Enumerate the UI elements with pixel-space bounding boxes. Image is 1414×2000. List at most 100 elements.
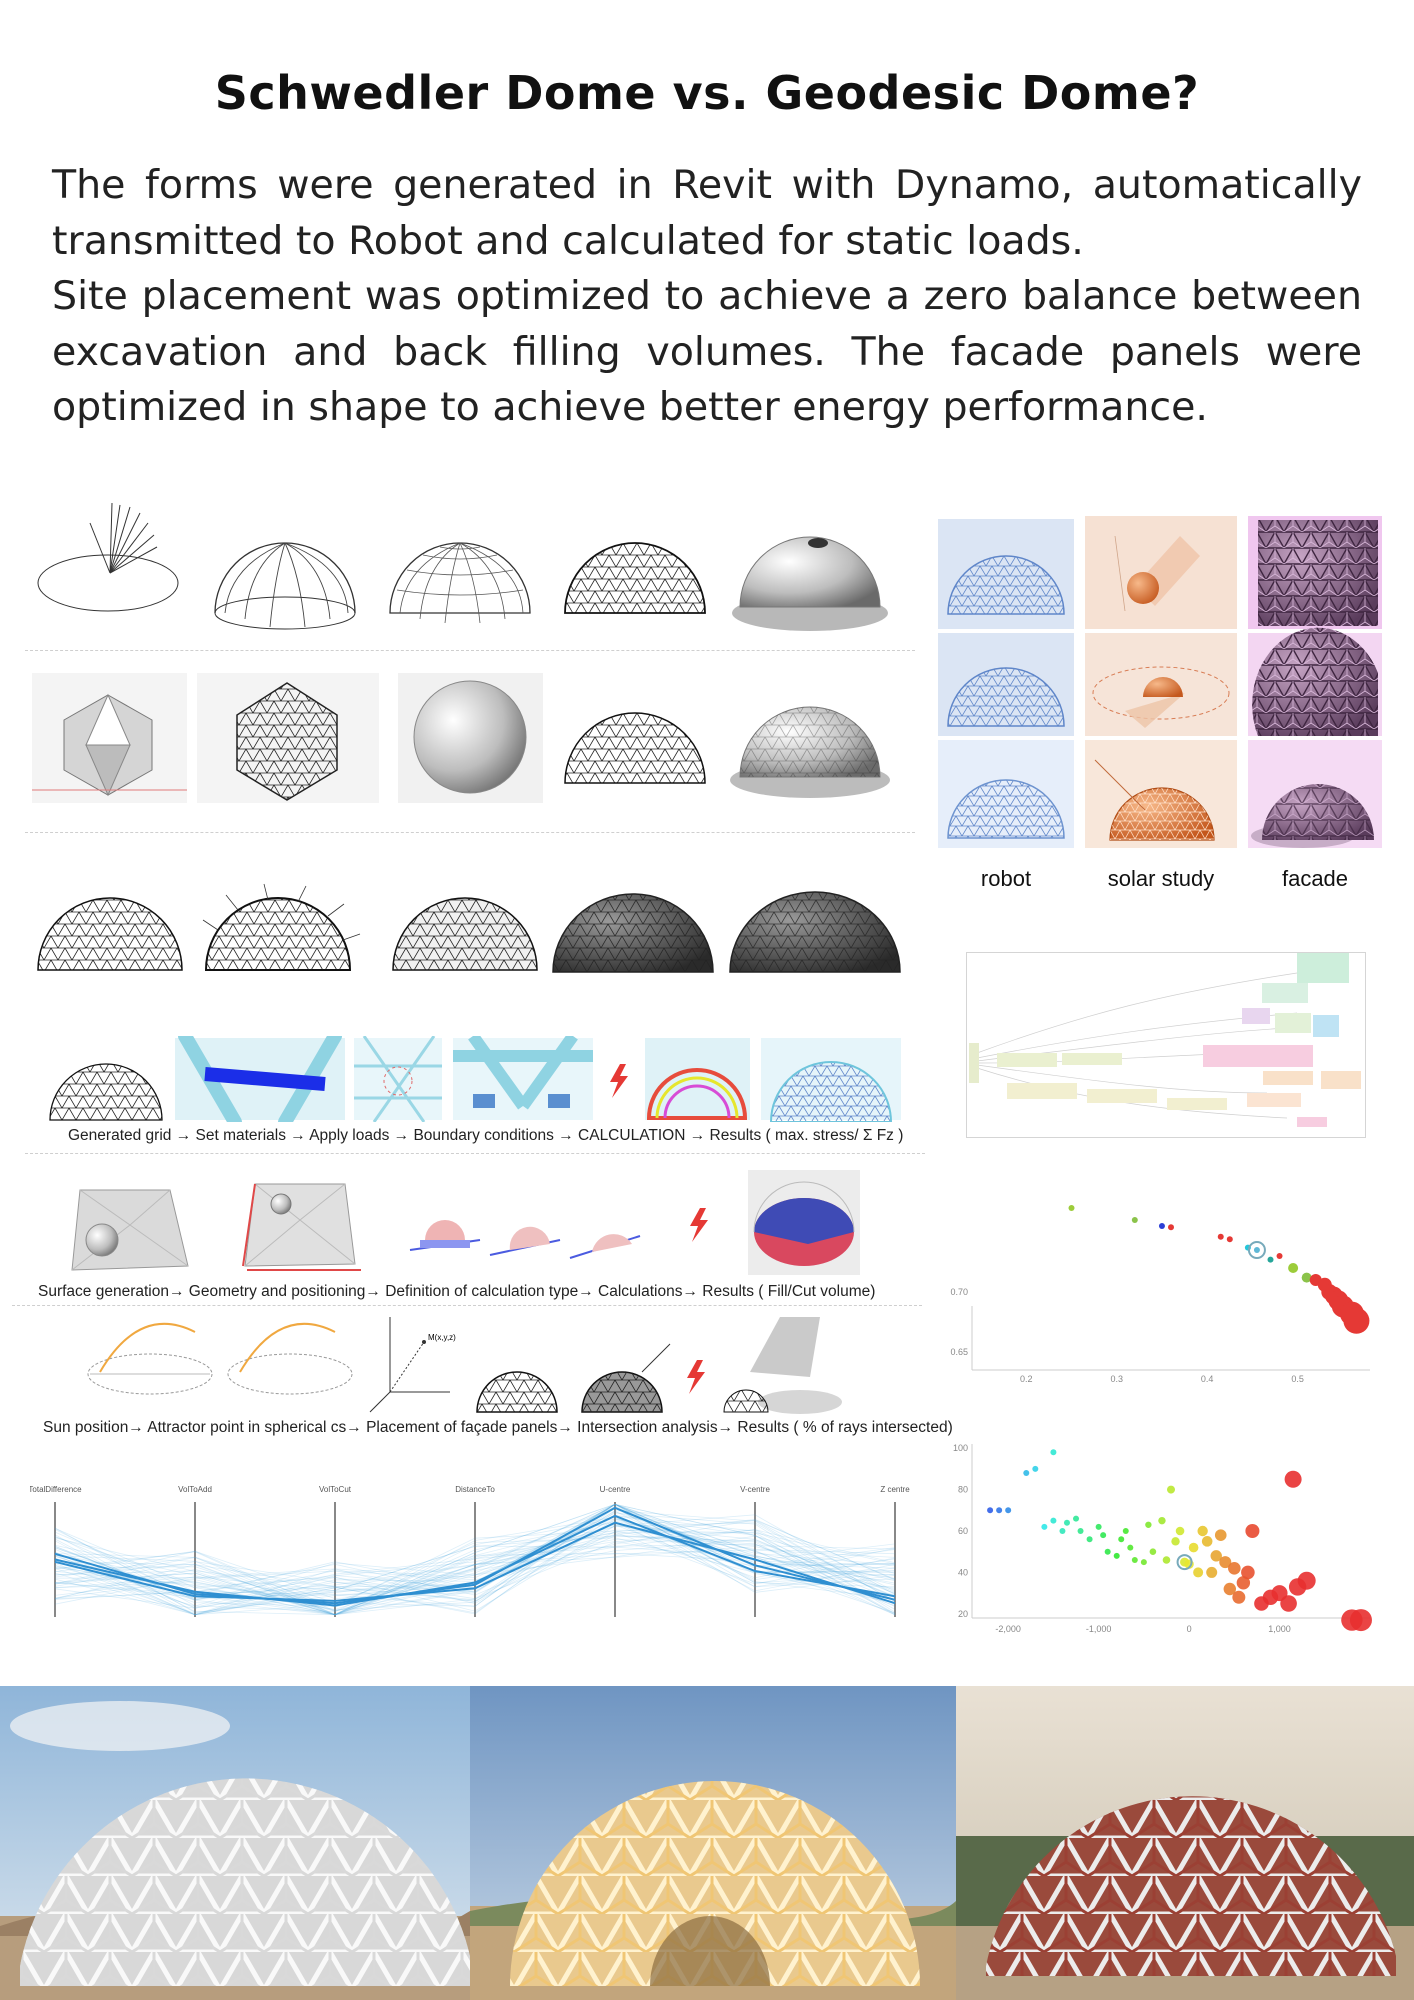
data-point bbox=[1241, 1565, 1255, 1580]
spiky-dome-1 bbox=[37, 897, 183, 971]
parallel-series-line bbox=[54, 1518, 896, 1616]
facade-panels-2 bbox=[1248, 627, 1382, 736]
analysis-grid bbox=[938, 516, 1382, 850]
calculation-bolt-icon bbox=[687, 1360, 705, 1394]
attractor-point-image bbox=[227, 1323, 353, 1395]
data-point bbox=[1050, 1517, 1057, 1524]
data-point bbox=[1253, 1247, 1260, 1253]
parallel-series-line bbox=[54, 1537, 896, 1606]
shaded-dome-step bbox=[732, 536, 888, 631]
x-tick-label: 0.4 bbox=[1201, 1374, 1214, 1384]
intro-text: The forms were generated in Revit with D… bbox=[52, 158, 1362, 436]
parallel-series-line bbox=[54, 1535, 896, 1616]
data-point bbox=[1059, 1528, 1066, 1534]
parallel-axis-label: VolToCut bbox=[319, 1485, 352, 1494]
structure-workflow-caption: Generated grid → Set materials → Apply l… bbox=[68, 1127, 904, 1144]
data-point bbox=[1188, 1542, 1199, 1553]
data-point bbox=[1140, 1559, 1147, 1566]
parallel-series-line bbox=[54, 1506, 896, 1600]
data-point bbox=[1131, 1557, 1138, 1563]
data-point bbox=[1005, 1507, 1012, 1514]
ring-dome-step bbox=[389, 542, 531, 624]
data-point bbox=[1232, 1590, 1246, 1604]
parallel-series-line bbox=[54, 1529, 896, 1601]
apply-loads-image bbox=[354, 1036, 442, 1122]
row-divider bbox=[25, 832, 915, 833]
braced-dome-step bbox=[564, 542, 706, 614]
row-divider bbox=[25, 1153, 925, 1154]
data-point bbox=[1145, 1521, 1152, 1528]
intro-paragraph-2: Site placement was optimized to achieve … bbox=[52, 273, 1362, 430]
solar-study-1 bbox=[1085, 516, 1237, 629]
parallel-highlight-line bbox=[54, 1521, 896, 1605]
parallel-series-line bbox=[54, 1525, 896, 1612]
meridian-dome-step bbox=[214, 542, 356, 630]
data-point bbox=[1118, 1536, 1125, 1543]
parallel-series-line bbox=[54, 1527, 896, 1612]
facade-panels-1 bbox=[1248, 516, 1382, 629]
parallel-series-line bbox=[54, 1503, 896, 1616]
pareto-scatter-plot: 0.2 0.3 0.4 0.5 0.70 0.65 bbox=[950, 1205, 1370, 1384]
x-tick-label: 1,000 bbox=[1268, 1624, 1291, 1634]
data-point bbox=[1032, 1465, 1039, 1472]
sphere-step bbox=[398, 673, 543, 803]
data-point bbox=[1077, 1528, 1084, 1534]
y-tick-label: 60 bbox=[958, 1526, 968, 1536]
parallel-highlight-line bbox=[54, 1506, 896, 1605]
data-point bbox=[1068, 1205, 1075, 1211]
panel-dome-4 bbox=[552, 893, 714, 973]
parallel-axis-label: VolToAdd bbox=[178, 1485, 212, 1494]
parallel-highlight-line bbox=[54, 1514, 896, 1607]
parallel-series-line bbox=[54, 1510, 896, 1614]
calculation-bolt-icon bbox=[690, 1208, 708, 1242]
row-divider bbox=[12, 1305, 922, 1306]
parallel-series-line bbox=[54, 1531, 896, 1615]
data-point bbox=[1219, 1556, 1232, 1569]
data-point bbox=[1100, 1532, 1107, 1539]
data-point bbox=[1122, 1528, 1129, 1534]
parallel-series-line bbox=[54, 1530, 896, 1607]
data-point bbox=[1175, 1526, 1185, 1536]
data-point bbox=[1023, 1470, 1030, 1476]
render-photo-gold bbox=[470, 1686, 956, 2000]
parallel-series-line bbox=[54, 1534, 896, 1615]
boundary-conditions-image bbox=[453, 1036, 593, 1120]
data-point bbox=[1297, 1571, 1316, 1590]
parallel-series-line bbox=[54, 1512, 896, 1616]
bubble-scatter-plot: -2,000 -1,000 0 1,000 100 80 60 40 20 bbox=[953, 1443, 1372, 1634]
x-tick-label: -2,000 bbox=[995, 1624, 1021, 1634]
data-point bbox=[1276, 1253, 1283, 1259]
data-point bbox=[1104, 1548, 1111, 1555]
spherical-cs-image: M(x,y,z) bbox=[369, 1317, 456, 1413]
parallel-series-line bbox=[54, 1518, 896, 1616]
geodesic-wire-dome-step bbox=[564, 712, 706, 784]
surface-generation-image bbox=[71, 1189, 189, 1271]
data-point bbox=[1206, 1566, 1218, 1578]
results-fz-image bbox=[761, 1038, 901, 1122]
solar-study-2 bbox=[1085, 633, 1237, 736]
data-point bbox=[1158, 1516, 1166, 1525]
parallel-series-line bbox=[54, 1503, 896, 1611]
parallel-series-line bbox=[54, 1507, 896, 1602]
parallel-series-line bbox=[54, 1523, 896, 1616]
base-circle-step bbox=[37, 502, 179, 612]
data-point bbox=[1210, 1550, 1222, 1562]
parallel-series-line bbox=[54, 1516, 896, 1612]
facade-panel-dome-image bbox=[476, 1371, 558, 1413]
svg-text:M(x,y,z): M(x,y,z) bbox=[428, 1333, 456, 1342]
parallel-series-line bbox=[54, 1506, 896, 1608]
data-point bbox=[1343, 1307, 1370, 1334]
data-point bbox=[1223, 1582, 1236, 1596]
site-workflow-images bbox=[71, 1170, 860, 1275]
robot-dome-3 bbox=[938, 740, 1074, 848]
parallel-series-line bbox=[54, 1520, 896, 1609]
x-tick-label: 0 bbox=[1187, 1624, 1192, 1634]
row-divider bbox=[25, 650, 915, 651]
y-tick-label: 20 bbox=[958, 1609, 968, 1619]
data-point bbox=[1158, 1223, 1165, 1229]
calculation-type-images bbox=[409, 1220, 641, 1259]
data-point bbox=[1113, 1552, 1120, 1559]
facade-label: facade bbox=[1281, 866, 1349, 891]
solar-workflow-images: M(x,y,z) bbox=[87, 1317, 842, 1414]
data-point bbox=[1267, 1256, 1274, 1263]
